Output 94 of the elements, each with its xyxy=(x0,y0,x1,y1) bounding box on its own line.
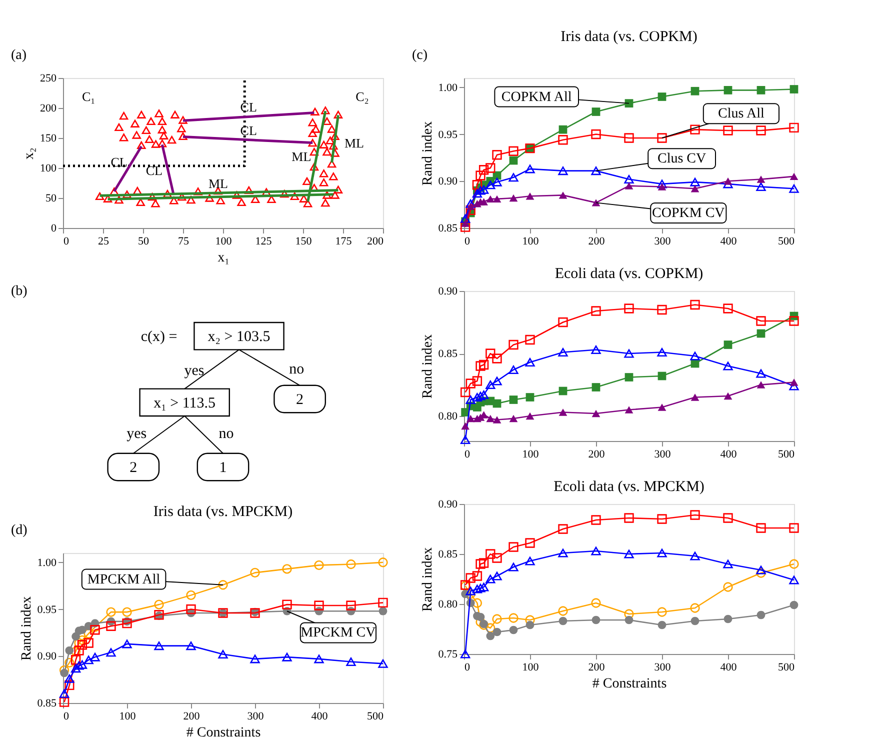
text: no xyxy=(289,361,304,378)
x-tick-label: 175 xyxy=(335,236,352,248)
y-tick-label: 0.85 xyxy=(438,222,458,234)
text: yes xyxy=(126,426,147,442)
x-tick-label: 0 xyxy=(64,710,70,722)
text: yes xyxy=(184,363,204,380)
series-label: Clus All xyxy=(718,106,764,122)
series-label: COPKM All xyxy=(501,90,572,105)
series-label: Clus CV xyxy=(657,152,706,167)
y-axis-title: Rand index xyxy=(19,596,34,661)
x-tick-label: 50 xyxy=(138,236,150,248)
y-axis-title: Rand index xyxy=(420,547,436,612)
x-axis-title: # Constraints xyxy=(186,726,261,740)
text: (c) xyxy=(412,48,428,63)
x-tick-label: 200 xyxy=(588,448,606,460)
annotation: CL xyxy=(146,163,163,178)
x-tick-label: 200 xyxy=(588,662,606,674)
x-tick-label: 400 xyxy=(720,236,738,248)
y-tick-label: 50 xyxy=(46,192,57,204)
y-tick-label: 150 xyxy=(40,132,57,144)
x-tick-label: 75 xyxy=(178,236,190,248)
y-axis-title: x₂ xyxy=(22,147,37,160)
x-tick-label: 25 xyxy=(98,236,110,248)
x-tick-label: 200 xyxy=(588,236,606,248)
x-tick-label: 400 xyxy=(720,448,738,460)
annotation: CL xyxy=(240,122,257,138)
y-tick-label: 0.75 xyxy=(438,648,458,660)
chart-title: Ecoli data (vs. COPKM) xyxy=(554,266,704,282)
annotation: ML xyxy=(344,135,364,150)
y-tick-label: 100 xyxy=(40,162,57,174)
text: 2 xyxy=(130,460,138,476)
annotation: CL xyxy=(240,99,257,114)
x-axis-title: # Constraints xyxy=(592,676,667,692)
y-tick-label: 1.00 xyxy=(37,556,57,569)
y-tick-label: 0.90 xyxy=(438,176,458,188)
x-tick-label: 400 xyxy=(311,710,328,722)
text: 2 xyxy=(296,392,304,408)
y-tick-label: 1.00 xyxy=(438,82,458,94)
y-tick-label: 250 xyxy=(40,72,57,84)
x-tick-label: 100 xyxy=(522,448,540,460)
y-tick-label: 0.80 xyxy=(438,410,458,422)
x-tick-label: 0 xyxy=(64,236,70,248)
text: x₁ > 113.5 xyxy=(154,395,216,412)
x-tick-label: 100 xyxy=(522,662,540,674)
x-tick-label: 0 xyxy=(464,236,470,248)
text: (b) xyxy=(11,284,28,299)
y-tick-label: 0.90 xyxy=(438,498,458,510)
text: c(x) = xyxy=(140,329,178,346)
x-tick-label: 300 xyxy=(654,236,672,248)
x-tick-label: 100 xyxy=(119,710,136,722)
y-tick-label: 0.85 xyxy=(37,698,57,710)
annotation: ML xyxy=(208,176,228,192)
annotation: ML xyxy=(292,149,312,164)
x-axis-title: x₁ xyxy=(218,250,230,266)
x-tick-label: 0 xyxy=(464,662,470,674)
x-tick-label: 400 xyxy=(720,662,738,674)
annotation: C₂ xyxy=(356,89,369,104)
x-tick-label: 300 xyxy=(247,710,264,722)
annotation: C₁ xyxy=(82,89,96,104)
y-tick-label: 0 xyxy=(51,222,57,234)
x-tick-label: 200 xyxy=(183,710,200,722)
y-tick-label: 0.90 xyxy=(438,286,458,298)
text: (a) xyxy=(11,48,27,63)
x-tick-label: 0 xyxy=(464,448,470,460)
x-tick-label: 500 xyxy=(778,236,795,248)
x-tick-label: 100 xyxy=(522,236,540,248)
x-tick-label: 100 xyxy=(215,236,232,248)
y-tick-label: 0.80 xyxy=(438,598,458,610)
series-label: MPCKM All xyxy=(87,572,160,588)
y-axis-title: Rand index xyxy=(420,121,436,186)
x-tick-label: 200 xyxy=(367,236,384,248)
text: no xyxy=(218,426,234,442)
x-tick-label: 500 xyxy=(778,662,795,674)
x-tick-label: 300 xyxy=(654,448,672,460)
y-tick-label: 200 xyxy=(40,102,57,114)
chart-title: Iris data (vs. COPKM) xyxy=(560,29,698,45)
series-label: COPKM CV xyxy=(652,206,725,221)
y-tick-label: 0.85 xyxy=(438,548,458,560)
chart-title: Iris data (vs. MPCKM) xyxy=(153,504,293,520)
series-label: MPCKM CV xyxy=(300,626,376,641)
x-tick-label: 125 xyxy=(255,236,272,248)
y-tick-label: 0.90 xyxy=(37,650,57,663)
x-tick-label: 500 xyxy=(778,448,795,460)
y-tick-label: 0.95 xyxy=(37,604,57,616)
y-tick-label: 0.95 xyxy=(438,128,458,141)
x-tick-label: 300 xyxy=(654,662,672,674)
y-tick-label: 0.85 xyxy=(438,348,458,360)
x-tick-label: 500 xyxy=(367,710,384,722)
text: x₂ > 103.5 xyxy=(208,329,270,346)
text: 1 xyxy=(219,460,227,476)
text: (d) xyxy=(11,523,28,538)
x-tick-label: 150 xyxy=(295,236,312,248)
y-axis-title: Rand index xyxy=(420,334,436,399)
chart-title: Ecoli data (vs. MPCKM) xyxy=(554,479,704,495)
